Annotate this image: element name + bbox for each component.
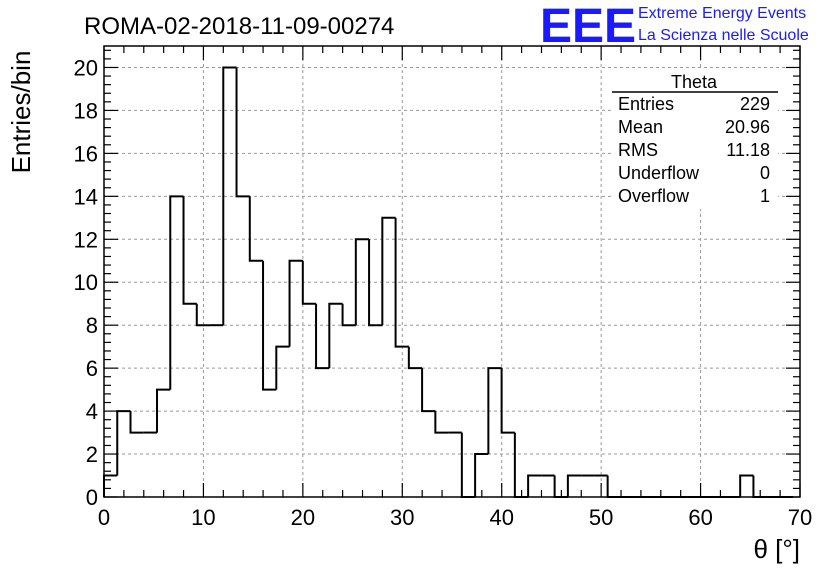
histogram-bin [500,368,515,434]
y-tick-label: 2 [86,442,98,467]
histogram-bin [195,303,211,327]
stats-title: Theta [671,72,718,92]
histogram-bin [606,475,621,498]
histogram-bin [222,66,237,326]
y-tick-label: 12 [74,227,98,252]
stats-value: 0 [760,163,770,183]
histogram-bin [513,432,529,498]
histogram-bin [235,67,250,198]
chart-title: ROMA-02-2018-11-09-00274 [84,13,394,40]
stats-label: Underflow [618,163,700,183]
y-tick-label: 18 [74,98,98,123]
histogram-bin [328,302,343,369]
x-tick-label: 70 [788,505,812,530]
x-axis-title: θ [°] [753,534,800,564]
stats-value: 1 [760,186,770,206]
histogram-bin [460,432,476,498]
eee-logo: EEE Extreme Energy Events La Scienza nel… [540,0,809,53]
histogram-bin [248,196,264,262]
histogram-bin [156,388,171,433]
histogram-bin [275,345,290,390]
y-tick-label: 20 [74,55,98,80]
logo-mark: EEE [540,0,636,53]
histogram-bin [262,260,277,391]
x-tick-label: 20 [291,505,315,530]
histogram-bin [288,259,303,347]
y-tick-label: 16 [74,141,98,166]
histogram-bin [341,303,356,327]
stats-label: Overflow [618,186,690,206]
histogram-bin [381,216,396,326]
histogram-bin [434,411,449,434]
histogram-bin [421,368,436,413]
histogram-bin [182,196,197,305]
stats-box: Theta Entries 229 Mean 20.96 RMS 11.18 Underfl… [612,69,778,209]
histogram-bin [169,195,184,390]
stats-value: 20.96 [725,117,770,137]
x-tick-label: 60 [688,505,712,530]
histogram-bin [487,367,502,455]
stats-value: 229 [740,94,770,114]
x-tick-label: 0 [98,505,110,530]
plot-frame [103,45,801,498]
y-tick-label: 4 [86,399,98,424]
histogram [103,66,794,498]
stats-value: 11.18 [726,140,770,160]
histogram-bin [315,303,330,370]
stats-label: Entries [618,94,674,114]
histogram-bin [474,453,489,497]
y-tick-label: 6 [86,356,98,381]
x-axis-ticks: 0 10 20 30 40 50 60 70 [98,46,812,530]
histogram-bin [739,474,754,497]
histogram-bin [103,474,118,497]
axes-frame [103,45,801,498]
stats-label: Mean [618,117,663,137]
histogram-bin [301,260,317,305]
y-tick-label: 14 [74,184,98,209]
logo-line-1: Extreme Energy Events [638,5,806,22]
histogram-bin [116,410,131,476]
x-tick-label: 30 [390,505,414,530]
y-tick-label: 8 [86,313,98,338]
histogram-bin [566,474,582,497]
histogram-bin [354,238,370,326]
y-tick-label: 10 [74,270,98,295]
histogram-bin [368,239,383,327]
x-tick-label: 10 [191,505,215,530]
histogram-bin [527,474,542,497]
logo-line-2: La Scienza nelle Scuole [638,27,809,44]
histogram-bin [407,346,423,370]
y-tick-label: 0 [86,485,98,510]
x-tick-label: 50 [589,505,613,530]
stats-label: RMS [618,140,658,160]
x-tick-label: 40 [489,505,513,530]
histogram-bin [394,217,409,348]
histogram-bin [129,411,144,434]
y-axis-title: Entries/bin [6,51,36,174]
